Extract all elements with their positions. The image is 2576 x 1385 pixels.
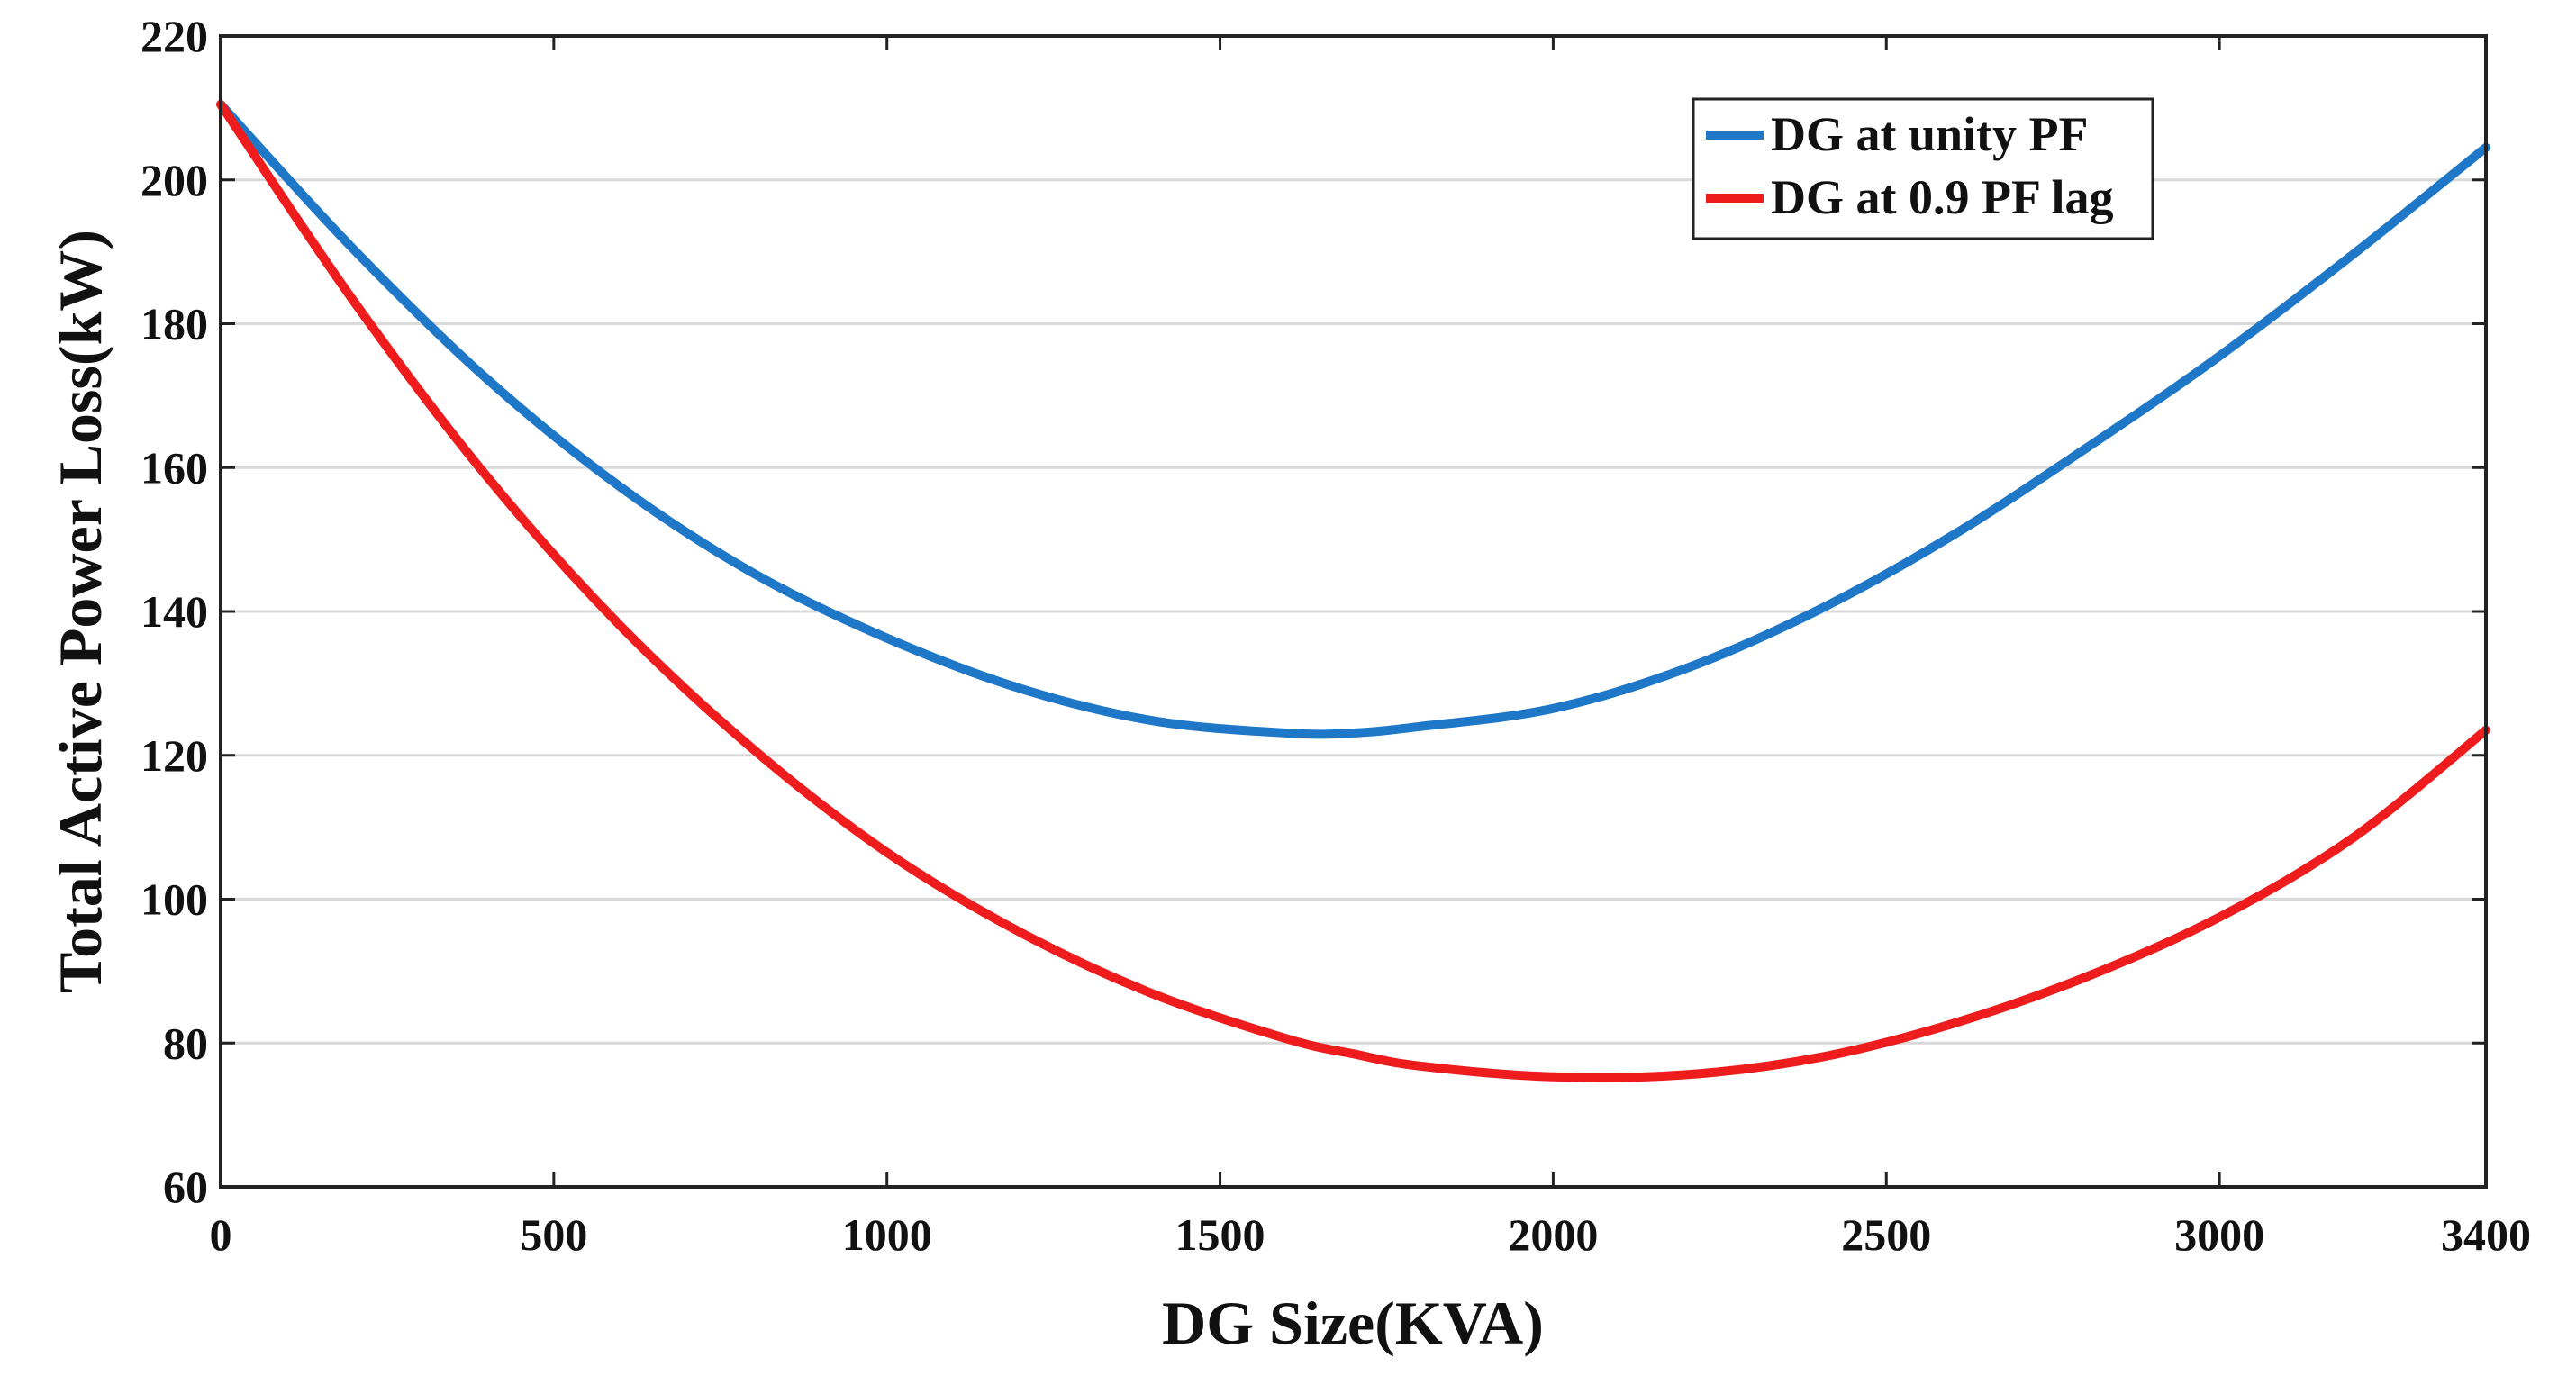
y-tick-label: 80 <box>163 1018 208 1068</box>
series-line-09-pf-lag <box>216 99 2490 1082</box>
x-tick-label: 0 <box>210 1209 232 1260</box>
y-tick-label: 100 <box>141 874 208 925</box>
x-tick-label: 3400 <box>2441 1209 2531 1260</box>
y-tick-label: 200 <box>141 155 208 205</box>
x-tick-label: 500 <box>520 1209 587 1260</box>
legend-label-unity-pf: DG at unity PF <box>1771 107 2089 161</box>
y-axis-title: Total Active Power Loss(kW) <box>46 230 114 993</box>
legend: DG at unity PF DG at 0.9 PF lag <box>1692 97 2154 240</box>
y-tick-label: 220 <box>141 11 208 61</box>
x-axis-title: DG Size(KVA) <box>1162 1289 1544 1357</box>
series-line-unity-pf <box>216 99 2490 739</box>
x-tick-label: 3000 <box>2174 1209 2264 1260</box>
y-tick-label: 180 <box>141 299 208 349</box>
y-tick-label: 160 <box>141 442 208 493</box>
x-tick-label: 1500 <box>1175 1209 1265 1260</box>
x-tick-label: 2000 <box>1508 1209 1598 1260</box>
legend-label-09-pf-lag: DG at 0.9 PF lag <box>1771 170 2113 224</box>
x-tick-label: 2500 <box>1841 1209 1931 1260</box>
y-tick-label: 60 <box>163 1162 208 1212</box>
axis-ticks: 60 80 100 120 140 160 180 200 220 0 500 1000 1500 200… <box>141 11 2531 1260</box>
y-tick-label: 140 <box>141 586 208 637</box>
legend-box <box>1692 97 2154 240</box>
x-tick-label: 1000 <box>842 1209 932 1260</box>
y-tick-label: 120 <box>141 730 208 781</box>
series-lines <box>216 99 2490 1082</box>
